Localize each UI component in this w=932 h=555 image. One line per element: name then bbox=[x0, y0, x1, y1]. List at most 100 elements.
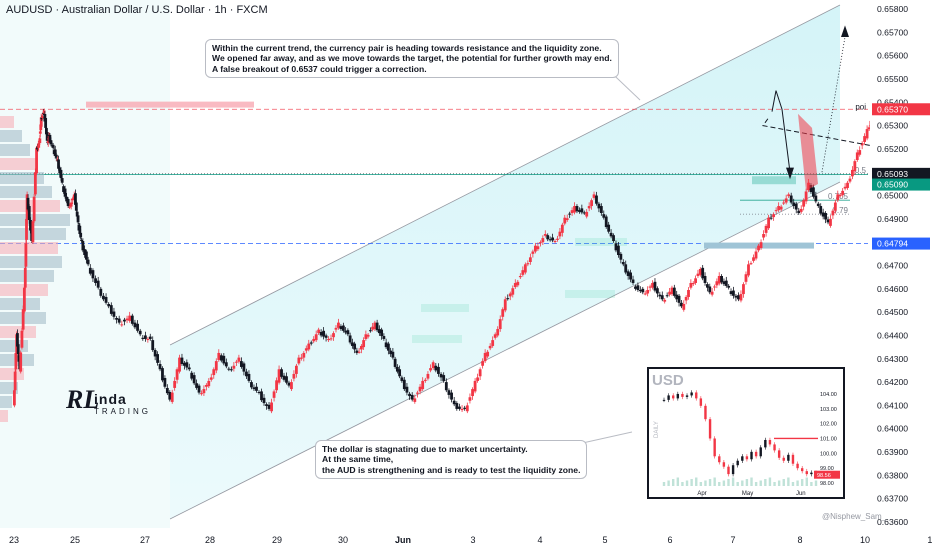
candle-body bbox=[151, 340, 154, 350]
candle-body bbox=[181, 358, 184, 364]
candle-body bbox=[617, 246, 620, 255]
candle-body bbox=[310, 342, 313, 343]
candle-body bbox=[486, 352, 489, 357]
candle-body bbox=[24, 268, 27, 288]
inset-volume-bar bbox=[746, 479, 748, 486]
candle-body bbox=[159, 364, 162, 369]
candle-body bbox=[610, 233, 613, 236]
candle-body bbox=[682, 304, 685, 310]
candle-body bbox=[136, 324, 139, 331]
inset-candle bbox=[681, 394, 683, 397]
candle-body bbox=[742, 284, 745, 294]
candle-body bbox=[156, 354, 159, 363]
level-label: 0.5 bbox=[855, 166, 867, 175]
time-tick-label: 10 bbox=[860, 535, 870, 545]
brand-logo: RL inda TRADING bbox=[66, 385, 99, 415]
candle-body bbox=[362, 340, 365, 347]
inset-volume-bar bbox=[796, 481, 798, 487]
candle-body bbox=[421, 381, 424, 389]
candle-body bbox=[846, 183, 849, 188]
inset-volume-bar bbox=[704, 481, 706, 487]
candle-body bbox=[391, 352, 394, 358]
candle-body bbox=[537, 246, 540, 249]
candle-body bbox=[501, 309, 504, 317]
candle-body bbox=[568, 214, 571, 215]
analysis-callout-top: Within the current trend, the currency p… bbox=[205, 39, 619, 78]
candle-body bbox=[629, 272, 632, 279]
candle-body bbox=[506, 298, 509, 299]
candle-body bbox=[102, 296, 105, 299]
candle-body bbox=[178, 358, 181, 372]
candle-body bbox=[583, 212, 586, 213]
candle-body bbox=[432, 362, 435, 368]
candle-body bbox=[188, 368, 191, 370]
inset-candle bbox=[769, 440, 771, 444]
inset-volume-bar bbox=[741, 481, 743, 487]
candle-body bbox=[79, 233, 82, 238]
candle-body bbox=[509, 293, 512, 296]
candle-body bbox=[711, 292, 714, 295]
inset-volume-bar bbox=[672, 479, 674, 486]
candle-body bbox=[126, 319, 129, 321]
price-tick-label: 0.64700 bbox=[877, 261, 908, 271]
price-tick-label: 0.64100 bbox=[877, 400, 908, 410]
inset-candle bbox=[746, 456, 748, 459]
candle-body bbox=[237, 358, 240, 362]
candle-body bbox=[797, 211, 800, 213]
volume-profile-bar bbox=[0, 270, 54, 282]
inset-candle bbox=[700, 398, 702, 405]
candle-body bbox=[255, 387, 258, 391]
candle-body bbox=[34, 172, 37, 194]
price-tick-label: 0.63800 bbox=[877, 470, 908, 480]
time-tick-label: 11 bbox=[927, 535, 932, 545]
candle-body bbox=[105, 297, 108, 303]
volume-profile-bar bbox=[0, 158, 38, 170]
inset-side-label: DAILY bbox=[654, 421, 660, 438]
inset-volume-bar bbox=[806, 478, 808, 487]
candle-body bbox=[207, 381, 210, 386]
candle-body bbox=[713, 286, 716, 287]
candle-body bbox=[491, 340, 494, 346]
candle-body bbox=[245, 372, 248, 377]
candle-body bbox=[627, 271, 630, 276]
candle-body bbox=[23, 288, 26, 312]
candle-body bbox=[836, 194, 839, 200]
candle-body bbox=[639, 290, 642, 291]
inset-time-label: May bbox=[742, 491, 753, 497]
candle-body bbox=[678, 296, 681, 303]
candle-body bbox=[335, 328, 338, 330]
candle-body bbox=[39, 131, 42, 133]
candle-body bbox=[398, 369, 401, 376]
time-tick-label: 30 bbox=[338, 535, 348, 545]
volume-profile-bar bbox=[0, 256, 62, 268]
time-tick-label: 29 bbox=[272, 535, 282, 545]
candle-body bbox=[203, 389, 206, 393]
candle-body bbox=[21, 331, 24, 348]
inset-candle bbox=[704, 406, 706, 419]
inset-candle bbox=[690, 392, 692, 395]
candle-body bbox=[14, 372, 17, 391]
candle-body bbox=[212, 369, 215, 375]
candle-body bbox=[437, 367, 440, 374]
candle-body bbox=[349, 335, 352, 342]
candle-body bbox=[772, 214, 775, 217]
candle-body bbox=[521, 270, 524, 275]
candle-body bbox=[637, 285, 640, 290]
candle-body bbox=[337, 323, 340, 328]
symbol-title[interactable]: AUDUSD · Australian Dollar / U.S. Dollar… bbox=[6, 4, 268, 16]
candle-body bbox=[571, 210, 574, 213]
inset-volume-bar bbox=[677, 478, 679, 487]
candle-body bbox=[87, 260, 90, 265]
inset-candle bbox=[727, 467, 729, 474]
volume-profile-bar bbox=[0, 116, 14, 128]
candle-body bbox=[77, 215, 80, 222]
author-watermark: @Nisphew_Sam_ bbox=[822, 512, 886, 521]
candle-body bbox=[727, 286, 730, 288]
inset-candle bbox=[718, 456, 720, 462]
candle-body bbox=[190, 373, 193, 379]
time-tick-label: 6 bbox=[667, 535, 672, 545]
inset-volume-bar bbox=[686, 481, 688, 487]
candle-body bbox=[519, 276, 522, 277]
inset-candle bbox=[695, 392, 697, 398]
candle-body bbox=[844, 187, 847, 189]
